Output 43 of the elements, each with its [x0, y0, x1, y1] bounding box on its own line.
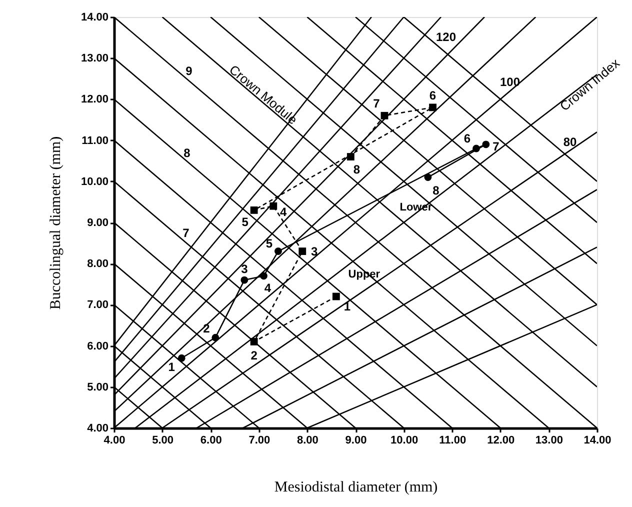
- annotation: 4: [280, 205, 288, 220]
- annotation: 9: [186, 64, 193, 78]
- annotation: 3: [311, 244, 318, 258]
- annotation: 120: [436, 30, 456, 44]
- annotation: 8: [353, 162, 360, 177]
- y-tick-label: 9.00: [87, 217, 108, 229]
- annotation: 7: [373, 96, 380, 111]
- x-tick-label: 9.00: [345, 434, 367, 446]
- y-tick-label: 10.00: [80, 176, 108, 188]
- y-tick-label: 5.00: [87, 381, 108, 394]
- x-axis-title: Mesiodistal diameter (mm): [274, 480, 438, 496]
- annotation: 8: [184, 146, 191, 160]
- x-tick-label: 14.00: [584, 434, 612, 446]
- y-tick-label: 14.00: [80, 12, 108, 24]
- x-tick-label: 10.00: [390, 434, 418, 446]
- y-tick-label: 4.00: [87, 422, 108, 434]
- y-axis-title: Buccolingual diameter (mm): [48, 136, 64, 310]
- x-tick-label: 7.00: [248, 434, 270, 446]
- y-tick-label: 12.00: [80, 94, 108, 106]
- y-tick-label: 13.00: [80, 52, 108, 65]
- x-tick-label: 13.00: [535, 434, 563, 446]
- annotation: 5: [242, 215, 249, 230]
- annotation: 5: [266, 236, 273, 250]
- x-tick-label: 5.00: [152, 434, 174, 446]
- y-tick-label: 11.00: [82, 134, 108, 147]
- y-tick-label: 6.00: [87, 340, 108, 352]
- x-tick-label: 11.00: [439, 434, 466, 446]
- annotation: 2: [250, 348, 258, 363]
- annotation: 80: [563, 135, 577, 149]
- y-tick-label: 7.00: [87, 299, 108, 312]
- x-tick-label: 8.00: [296, 434, 318, 446]
- annotation: 6: [464, 132, 471, 146]
- annotation: 7: [492, 139, 500, 154]
- annotation: 3: [241, 262, 248, 276]
- annotation: 6: [429, 88, 436, 102]
- annotation: 8: [432, 183, 440, 198]
- x-tick-label: 12.00: [487, 434, 515, 446]
- annotation: 7: [182, 226, 190, 240]
- annotation: 1: [168, 360, 176, 374]
- annotation: 4: [264, 280, 272, 295]
- x-tick-label: 4.00: [104, 434, 126, 446]
- y-tick-label: 8.00: [87, 258, 108, 270]
- x-tick-label: 6.00: [200, 434, 222, 446]
